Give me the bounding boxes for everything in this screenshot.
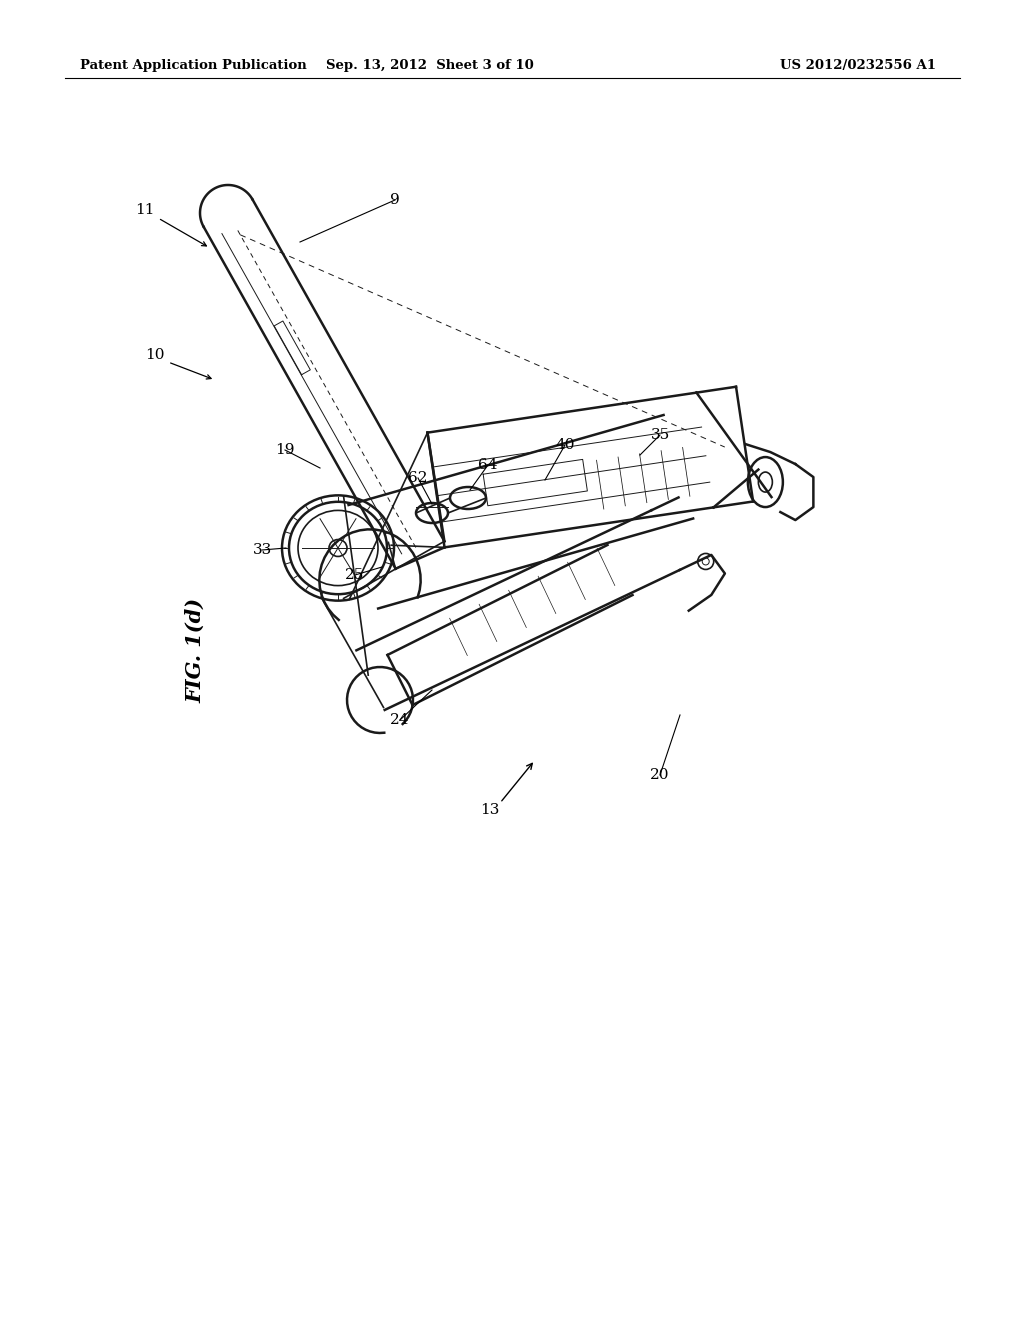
Text: 10: 10	[145, 348, 165, 362]
Text: 62: 62	[409, 471, 428, 484]
Text: 25: 25	[345, 568, 365, 582]
Text: FIG. 1(d): FIG. 1(d)	[185, 598, 205, 702]
Text: 11: 11	[135, 203, 155, 216]
Text: US 2012/0232556 A1: US 2012/0232556 A1	[780, 58, 936, 71]
Text: 33: 33	[252, 543, 271, 557]
Text: 35: 35	[650, 428, 670, 442]
Text: 20: 20	[650, 768, 670, 781]
Text: 13: 13	[480, 803, 500, 817]
Text: 19: 19	[275, 444, 295, 457]
Ellipse shape	[329, 540, 347, 557]
Ellipse shape	[759, 473, 772, 492]
Text: 9: 9	[390, 193, 400, 207]
Text: 24: 24	[390, 713, 410, 727]
Text: Sep. 13, 2012  Sheet 3 of 10: Sep. 13, 2012 Sheet 3 of 10	[326, 58, 534, 71]
Text: 64: 64	[478, 458, 498, 473]
Text: Patent Application Publication: Patent Application Publication	[80, 58, 307, 71]
Text: 40: 40	[555, 438, 574, 451]
